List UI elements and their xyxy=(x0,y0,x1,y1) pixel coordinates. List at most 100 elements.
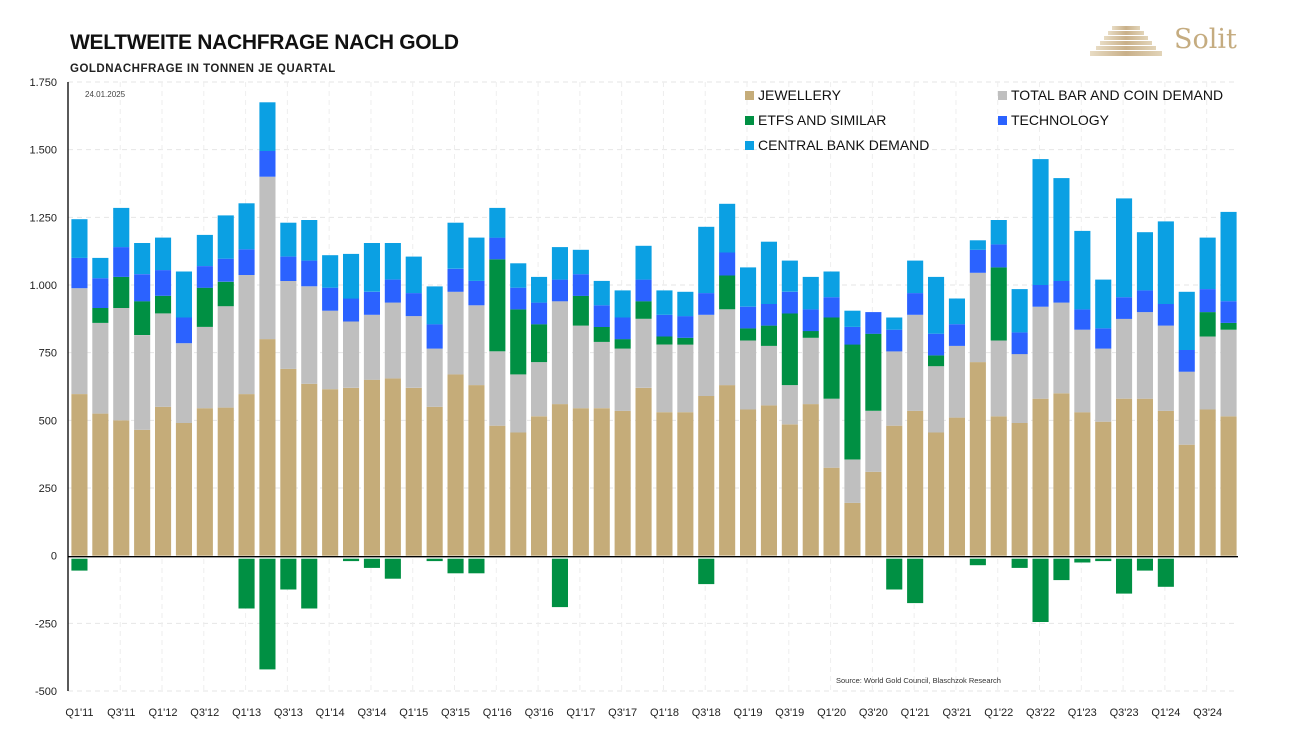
bar-segment-etfs xyxy=(802,331,819,338)
bar-segment-technology xyxy=(196,266,213,288)
bar-segment-central-bank xyxy=(698,226,715,294)
bar-segment-jewellery xyxy=(698,396,715,556)
y-tick-label: 1.250 xyxy=(29,212,57,224)
bar-segment-bar-coin xyxy=(907,314,924,411)
bar-segment-technology xyxy=(322,287,339,311)
bar-segment-jewellery xyxy=(426,406,443,556)
bar-segment-technology xyxy=(489,237,506,260)
x-tick-label: Q3'12 xyxy=(190,707,219,719)
bar-segment-jewellery xyxy=(1199,409,1216,556)
bar-segment-etfs xyxy=(301,558,318,609)
bar-segment-technology xyxy=(217,258,234,282)
bar-segment-etfs xyxy=(969,558,986,566)
bar-segment-bar-coin xyxy=(1074,329,1091,413)
bar-segment-central-bank xyxy=(1178,291,1195,350)
bar-segment-etfs xyxy=(614,339,631,349)
bar-segment-central-bank xyxy=(1074,230,1091,310)
bar-segment-jewellery xyxy=(781,424,798,556)
bar-segment-etfs xyxy=(823,317,840,399)
bar-segment-etfs xyxy=(1136,558,1153,571)
bar-segment-bar-coin xyxy=(1220,329,1237,417)
bar-segment-etfs xyxy=(593,327,610,342)
bar-segment-technology xyxy=(719,252,736,276)
x-tick-label: Q3'18 xyxy=(692,707,721,719)
bar-segment-etfs xyxy=(719,275,736,310)
bar-segment-bar-coin xyxy=(363,314,380,380)
bar-segment-jewellery xyxy=(1116,398,1133,556)
bar-segment-bar-coin xyxy=(1178,371,1195,445)
x-tick-label: Q1'18 xyxy=(650,707,679,719)
x-tick-label: Q3'16 xyxy=(525,707,554,719)
bar-segment-etfs xyxy=(92,308,109,323)
y-tick-label: 1.750 xyxy=(29,77,57,89)
bar-segment-bar-coin xyxy=(447,291,464,375)
axes xyxy=(67,82,1238,691)
bar-segment-central-bank xyxy=(238,203,255,250)
bar-segment-bar-coin xyxy=(426,348,443,407)
bar-segment-technology xyxy=(1220,301,1237,323)
bar-segment-technology xyxy=(343,298,360,322)
y-tick-label: 1.500 xyxy=(29,145,57,157)
bar-segment-bar-coin xyxy=(990,340,1007,417)
bar-segment-etfs xyxy=(1157,558,1174,587)
chart-subtitle: GOLDNACHFRAGE IN TONNEN JE QUARTAL xyxy=(70,63,336,75)
bar-segment-etfs xyxy=(677,337,694,345)
bar-segment-etfs xyxy=(531,324,548,363)
bar-segment-etfs xyxy=(1011,558,1028,568)
legend-item-technology: TECHNOLOGY xyxy=(998,112,1109,128)
bar-segment-central-bank xyxy=(593,280,610,306)
bar-segment-central-bank xyxy=(1095,279,1112,329)
bar-segment-etfs xyxy=(217,281,234,307)
bar-segment-jewellery xyxy=(1157,410,1174,556)
bar-segment-bar-coin xyxy=(1136,312,1153,399)
bar-segment-bar-coin xyxy=(760,345,777,406)
bar-segment-jewellery xyxy=(196,408,213,556)
bar-segment-bar-coin xyxy=(301,286,318,384)
bar-segment-technology xyxy=(301,260,318,287)
bar-segment-technology xyxy=(405,293,422,317)
bar-segment-jewellery xyxy=(510,432,527,556)
bar-segment-etfs xyxy=(1095,558,1112,562)
bar-segment-etfs xyxy=(468,558,485,574)
bar-segment-central-bank xyxy=(259,102,276,151)
x-tick-label: Q1'15 xyxy=(399,707,428,719)
bar-segment-technology xyxy=(92,278,109,308)
bar-segment-bar-coin xyxy=(928,366,945,433)
x-tick-label: Q3'15 xyxy=(441,707,470,719)
bar-segment-technology xyxy=(134,274,151,302)
bar-segment-etfs xyxy=(551,558,568,608)
bar-segment-jewellery xyxy=(614,410,631,556)
bar-segment-technology xyxy=(1011,332,1028,355)
bar-segment-jewellery xyxy=(907,410,924,556)
legend-item-bar-coin: TOTAL BAR AND COIN DEMAND xyxy=(998,87,1223,103)
bar-segment-etfs xyxy=(781,313,798,386)
bar-segment-etfs xyxy=(238,558,255,609)
y-tick-label: 1.000 xyxy=(29,280,57,292)
legend-swatch xyxy=(998,115,1007,125)
bar-segment-central-bank xyxy=(802,276,819,310)
x-tick-label: Q3'21 xyxy=(942,707,971,719)
bar-segment-jewellery xyxy=(322,389,339,556)
bar-segment-central-bank xyxy=(1032,159,1049,285)
bar-segment-etfs xyxy=(844,344,861,460)
bar-segment-technology xyxy=(259,151,276,177)
bar-segment-technology xyxy=(698,293,715,315)
bar-segment-bar-coin xyxy=(656,344,673,413)
bar-segment-central-bank xyxy=(113,207,130,248)
x-tick-label: Q3'13 xyxy=(274,707,303,719)
bar-segment-central-bank xyxy=(447,222,464,269)
bar-segment-etfs xyxy=(698,558,715,585)
y-tick-label: 250 xyxy=(39,483,57,495)
bar-segment-technology xyxy=(1157,303,1174,326)
bar-segment-technology xyxy=(1074,309,1091,330)
bar-segment-etfs xyxy=(1032,558,1049,622)
bar-segment-bar-coin xyxy=(1053,302,1070,394)
bar-segment-jewellery xyxy=(447,374,464,556)
date-label: 24.01.2025 xyxy=(85,90,126,99)
bar-segment-jewellery xyxy=(593,408,610,556)
bar-segment-bar-coin xyxy=(551,301,568,405)
bar-segment-central-bank xyxy=(719,203,736,253)
bar-segment-etfs xyxy=(1053,558,1070,581)
bar-segment-technology xyxy=(426,324,443,349)
bar-segment-central-bank xyxy=(489,207,506,238)
